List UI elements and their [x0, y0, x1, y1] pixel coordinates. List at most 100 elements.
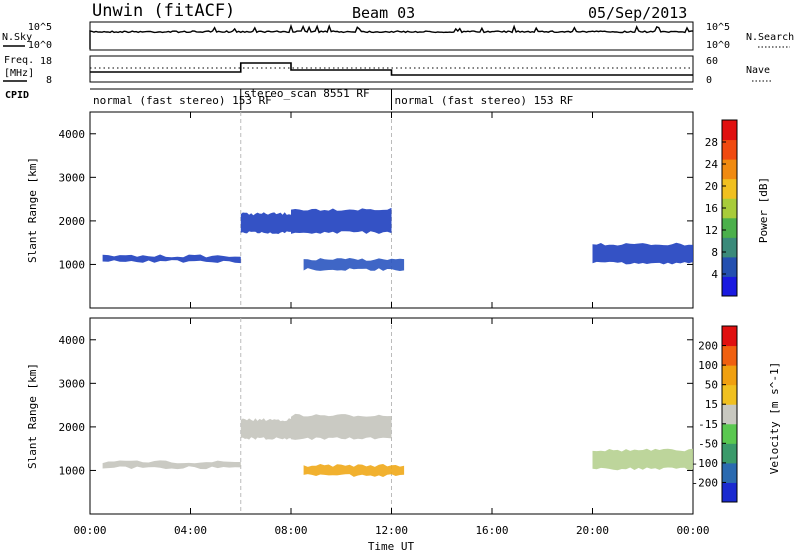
velocity-colorbar: 200 100 50 15 -15 -50 -100 -200 — [692, 325, 738, 503]
colorbar-frame — [721, 325, 738, 503]
colorbar-swatch — [722, 276, 737, 297]
echo-band — [102, 254, 241, 264]
nsky-label: N.Sky — [2, 32, 32, 43]
colorbar-swatch — [722, 365, 737, 386]
freq-unit-label: [MHz] — [4, 68, 34, 79]
cpid-band: CPID normal (fast stereo) 153 RFstereo_s… — [5, 87, 693, 110]
nsearch-tick-top: 10^5 — [706, 22, 730, 33]
x-tick-label: 00:00 — [73, 524, 106, 537]
colorbar-swatch — [722, 443, 737, 464]
nsearch-tick-bottom: 10^0 — [706, 40, 730, 51]
freq-tick-top: 18 — [40, 56, 52, 67]
nsky-panel: 10^5 10^0 10^5 10^0 N.Sky N.Search — [2, 21, 794, 51]
nave-label: Nave — [746, 65, 770, 76]
colorbar-swatch — [722, 256, 737, 277]
colorbar-swatch — [722, 423, 737, 444]
y-tick-label: 3000 — [59, 377, 86, 390]
echo-band — [592, 448, 693, 471]
nsearch-label: N.Search — [746, 32, 794, 43]
velocity-y-axis: 1000 2000 3000 4000 — [59, 334, 693, 477]
colorbar-tick-label: -200 — [692, 476, 719, 489]
nave-tick-top: 60 — [706, 56, 718, 67]
x-tick-label: 12:00 — [375, 524, 408, 537]
colorbar-tick-label: 200 — [698, 340, 718, 353]
colorbar-tick-label: 100 — [698, 359, 718, 372]
y-tick-label: 4000 — [59, 128, 86, 141]
colorbar-swatch — [722, 482, 737, 503]
colorbar-tick-label: 15 — [705, 398, 718, 411]
freq-line — [90, 62, 693, 76]
colorbar-swatch — [722, 384, 737, 405]
power-panel: 1000 2000 3000 4000 Slant Range [km] 4 8 12 16… — [26, 111, 770, 309]
cpid-segment-label: normal (fast stereo) 153 RF — [395, 94, 574, 107]
colorbar-tick-label: -50 — [698, 437, 718, 450]
echo-band — [240, 212, 291, 234]
colorbar-tick-label: 24 — [705, 158, 719, 171]
power-colorbar: 4 8 12 16 20 24 28 — [705, 119, 738, 297]
colorbar-swatch — [722, 217, 737, 238]
echo-band — [240, 418, 291, 440]
echo-band — [291, 207, 392, 234]
colorbar-swatch — [722, 462, 737, 483]
echo-band — [303, 464, 405, 477]
colorbar-tick-label: 12 — [705, 224, 718, 237]
x-tick-label: 00:00 — [676, 524, 709, 537]
cpid-segment-label: stereo_scan 8551 RF — [244, 87, 370, 100]
y-tick-label: 2000 — [59, 215, 86, 228]
power-ylabel: Slant Range [km] — [26, 157, 39, 263]
nsky-line — [89, 23, 694, 49]
colorbar-tick-label: -15 — [698, 418, 718, 431]
x-tick-label: 08:00 — [274, 524, 307, 537]
colorbar-tick-label: 16 — [705, 202, 718, 215]
y-tick-label: 3000 — [59, 171, 86, 184]
colorbar-swatch — [722, 326, 737, 347]
colorbar-swatch — [722, 404, 737, 425]
beam-title: Beam 03 — [352, 4, 415, 22]
colorbar-tick-label: 50 — [705, 379, 718, 392]
power-y-axis: 1000 2000 3000 4000 — [59, 128, 693, 271]
echo-band — [291, 413, 392, 440]
cpid-label: CPID — [5, 90, 29, 101]
power-colorbar-label: Power [dB] — [757, 177, 770, 243]
velocity-panel: 1000 2000 3000 4000 Slant Range [km] 200 100… — [26, 317, 781, 515]
colorbar-swatch — [722, 178, 737, 199]
date-title: 05/Sep/2013 — [588, 4, 687, 22]
time-x-axis: 00:00 04:00 08:00 12:00 16:00 20:00 00:00 — [73, 112, 710, 537]
y-tick-label: 4000 — [59, 334, 86, 347]
cpid-segment-label: normal (fast stereo) 153 RF — [93, 94, 272, 107]
velocity-colorbar-label: Velocity [m s^-1] — [768, 362, 781, 475]
x-tick-label: 04:00 — [174, 524, 207, 537]
colorbar-tick-label: 20 — [705, 180, 718, 193]
colorbar-tick-label: 4 — [711, 268, 718, 281]
colorbar-swatch — [722, 120, 737, 141]
echo-band — [102, 460, 241, 470]
colorbar-tick-label: 28 — [705, 136, 718, 149]
velocity-echoes — [102, 318, 693, 514]
nave-tick-bottom: 0 — [706, 75, 712, 86]
station-title: Unwin (fitACF) — [92, 1, 235, 21]
colorbar-swatch — [722, 345, 737, 366]
colorbar-swatch — [722, 159, 737, 180]
y-tick-label: 2000 — [59, 421, 86, 434]
freq-frame — [89, 55, 694, 83]
freq-tick-bottom: 8 — [46, 75, 52, 86]
colorbar-swatch — [722, 139, 737, 160]
velocity-ylabel: Slant Range [km] — [26, 363, 39, 469]
y-tick-label: 1000 — [59, 258, 86, 271]
nsky-tick-top: 10^5 — [28, 22, 52, 33]
freq-panel: 18 8 60 0 Freq. [MHz] Nave — [3, 55, 772, 86]
echo-band — [592, 242, 693, 265]
nsky-tick-bottom: 10^0 — [28, 40, 52, 51]
colorbar-tick-label: -100 — [692, 457, 719, 470]
colorbar-tick-label: 8 — [711, 246, 718, 259]
freq-label: Freq. — [4, 55, 34, 66]
x-tick-label: 16:00 — [475, 524, 508, 537]
colorbar-swatch — [722, 237, 737, 258]
colorbar-swatch — [722, 198, 737, 219]
nsky-frame — [89, 21, 694, 51]
echo-band — [303, 258, 405, 271]
y-tick-label: 1000 — [59, 464, 86, 477]
